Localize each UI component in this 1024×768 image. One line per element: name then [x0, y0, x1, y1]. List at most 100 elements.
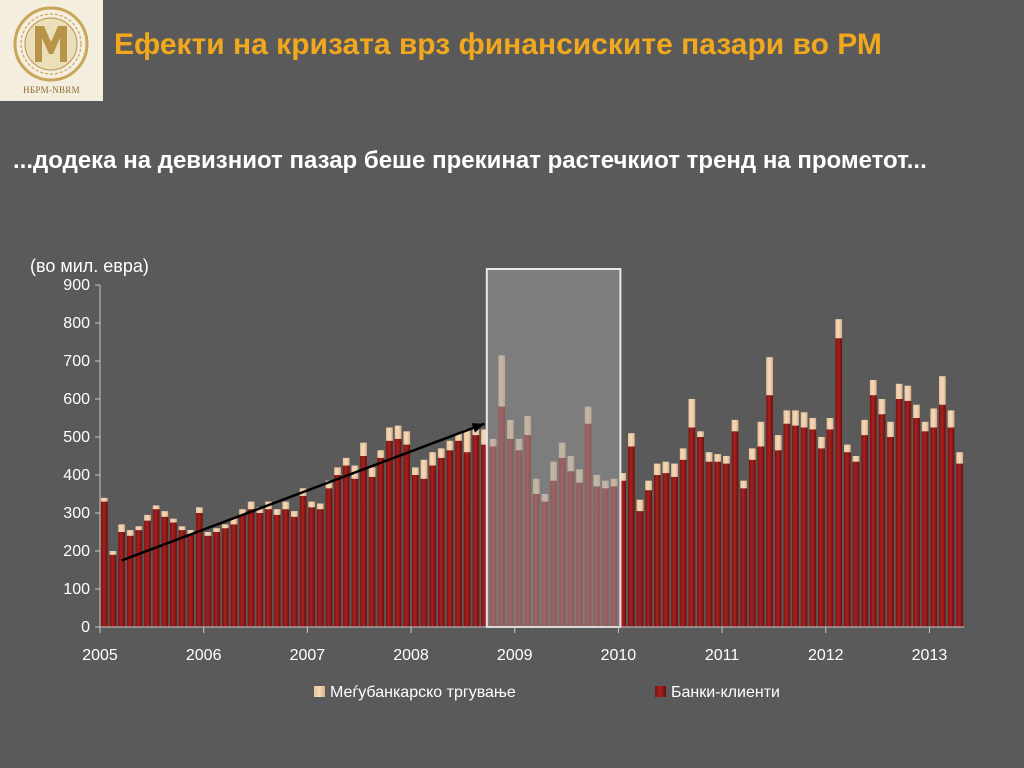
bar-interbank: [627, 433, 635, 447]
bar-interbank: [273, 509, 281, 515]
bar-interbank: [360, 442, 367, 456]
bar-interbank: [662, 461, 670, 474]
bar-interbank: [308, 501, 316, 508]
bar-bank-clients: [161, 516, 169, 627]
bar-interbank: [403, 431, 411, 445]
bar-bank-clients: [437, 457, 445, 627]
bar-interbank: [818, 437, 825, 449]
bar-bank-clients: [679, 459, 687, 627]
bar-interbank: [100, 497, 108, 502]
nbrm-logo: НБРМ-NBRM: [0, 0, 103, 101]
bar-interbank: [904, 385, 912, 401]
bar-interbank: [386, 427, 393, 441]
bar-interbank: [947, 410, 955, 428]
bar-interbank: [714, 454, 722, 462]
y-tick-label: 600: [63, 391, 90, 408]
bar-interbank: [420, 459, 428, 479]
bar-interbank: [144, 514, 151, 521]
bar-interbank: [636, 499, 644, 512]
bar-bank-clients: [869, 395, 877, 627]
bar-bank-clients: [377, 457, 385, 627]
bar-bank-clients: [895, 399, 903, 627]
bar-bank-clients: [100, 501, 108, 627]
x-tick-label: 2013: [912, 647, 948, 664]
bar-interbank: [463, 429, 471, 453]
bar-bank-clients: [351, 478, 359, 627]
bar-interbank: [118, 524, 125, 532]
bar-interbank: [619, 473, 627, 481]
bar-bank-clients: [774, 450, 782, 627]
trend-arrow-line: [121, 422, 485, 562]
logo-caption: НБРМ-NBRM: [23, 85, 80, 95]
bar-interbank: [705, 452, 713, 462]
unit-label: (во мил. евра): [30, 256, 149, 276]
bar-interbank: [800, 412, 808, 428]
y-tick-label: 300: [63, 505, 90, 522]
bar-bank-clients: [152, 509, 160, 627]
bar-interbank: [671, 463, 678, 477]
bar-bank-clients: [843, 452, 851, 627]
bar-bank-clients: [109, 554, 117, 627]
bar-interbank: [843, 444, 851, 453]
bar-interbank: [394, 425, 402, 439]
bar-interbank: [221, 524, 229, 529]
bar-interbank: [316, 503, 324, 510]
bar-interbank: [645, 480, 653, 491]
bar-interbank: [809, 418, 817, 430]
x-tick-label: 2010: [601, 647, 637, 664]
bar-interbank: [325, 480, 333, 489]
bar-bank-clients: [645, 490, 653, 627]
bar-bank-clients: [688, 427, 696, 627]
bar-interbank: [869, 380, 877, 396]
bar-bank-clients: [360, 456, 367, 627]
x-tick-label: 2005: [82, 647, 118, 664]
bar-interbank: [161, 511, 169, 517]
bar-interbank: [230, 518, 238, 525]
bar-interbank: [835, 319, 843, 339]
trend-arrow-head: [471, 423, 485, 433]
bar-interbank: [861, 419, 869, 436]
bar-interbank: [455, 433, 462, 441]
x-tick-label: 2009: [497, 647, 533, 664]
bar-interbank: [152, 505, 160, 510]
bar-bank-clients: [463, 452, 471, 627]
bar-bank-clients: [913, 418, 920, 627]
bar-bank-clients: [671, 476, 678, 627]
bar-bank-clients: [325, 488, 333, 627]
slide-subtitle: ...додека на девизниот пазар беше прекин…: [13, 147, 927, 174]
bar-bank-clients: [731, 431, 739, 627]
bar-interbank: [446, 440, 454, 451]
y-tick-label: 200: [63, 543, 90, 560]
bar-bank-clients: [636, 511, 644, 627]
bar-bank-clients: [818, 448, 825, 627]
bar-interbank: [913, 404, 920, 418]
y-tick-label: 400: [63, 467, 90, 484]
bar-bank-clients: [187, 533, 195, 627]
bar-bank-clients: [481, 444, 488, 627]
bar-bank-clients: [213, 532, 221, 627]
legend-group: Меѓубанкарско тргување Банки-клиенти: [314, 684, 780, 701]
y-tick-label: 100: [63, 581, 90, 598]
legend-swatch: [314, 686, 325, 697]
bar-interbank: [774, 435, 782, 451]
legend-swatch: [655, 686, 666, 697]
y-tick-label: 500: [63, 429, 90, 446]
bar-bank-clients: [627, 446, 635, 627]
bar-bank-clients: [662, 473, 670, 627]
bar-bank-clients: [282, 509, 290, 627]
bar-interbank: [342, 457, 350, 466]
bar-interbank: [187, 530, 195, 534]
bar-bank-clients: [887, 437, 894, 627]
bar-bank-clients: [740, 488, 748, 627]
bars-group: [100, 268, 964, 628]
nbrm-seal-icon: [13, 6, 89, 82]
crisis-highlight-box: [485, 268, 622, 628]
bar-bank-clients: [697, 437, 704, 627]
bar-bank-clients: [723, 463, 730, 627]
bar-interbank: [688, 399, 696, 428]
bar-bank-clients: [403, 444, 411, 627]
y-tick-label: 700: [63, 353, 90, 370]
x-tick-label: 2006: [186, 647, 222, 664]
bar-bank-clients: [947, 427, 955, 627]
bar-interbank: [731, 419, 739, 432]
